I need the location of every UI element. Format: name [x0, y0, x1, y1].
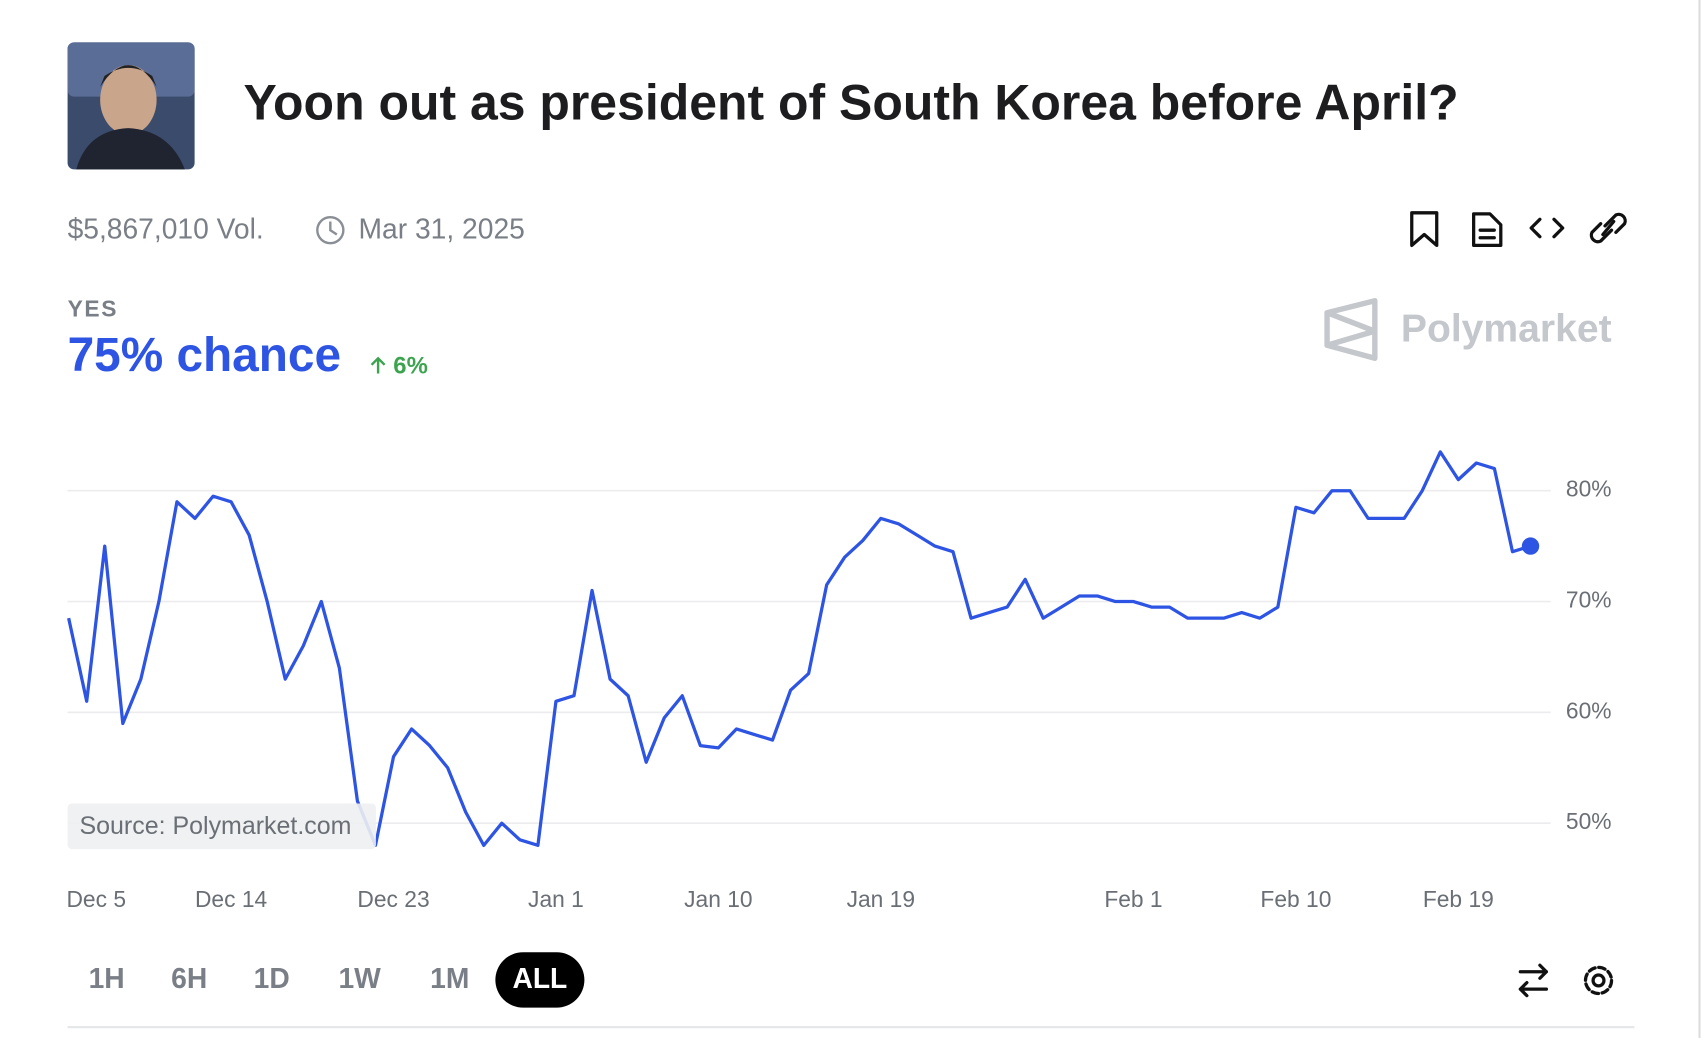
up-arrow	[370, 356, 386, 374]
x-tick-label: Jan 10	[684, 886, 752, 912]
market-image	[67, 42, 195, 170]
range-tab[interactable]: 1M	[430, 962, 469, 994]
y-tick-label: 80%	[1566, 476, 1612, 502]
price-line	[67, 450, 1532, 847]
x-tick-label: Dec 5	[66, 886, 126, 912]
clock-icon	[316, 215, 345, 245]
source: Source: Polymarket.com	[80, 812, 352, 840]
brand-logo	[1324, 298, 1378, 362]
change: 6%	[393, 352, 428, 379]
x-tick-label: Dec 23	[357, 886, 429, 912]
y-tick-label: 70%	[1566, 587, 1612, 613]
swap-button[interactable]	[1518, 963, 1549, 998]
range-tab[interactable]: 6H	[171, 962, 207, 994]
brand: Polymarket	[1401, 307, 1612, 350]
range-tab[interactable]: ALL	[512, 962, 567, 994]
chance: 75% chance	[68, 329, 342, 382]
x-tick-label: Jan 1	[528, 886, 584, 912]
document-button[interactable]	[1472, 212, 1503, 248]
source-badge	[67, 803, 376, 850]
range-selected	[495, 952, 585, 1008]
volume: $5,867,010 Vol.	[68, 213, 264, 245]
y-tick-label: 60%	[1566, 697, 1612, 723]
x-tick-label: Feb 10	[1260, 886, 1331, 912]
link-button[interactable]	[1589, 212, 1627, 244]
bookmark-button[interactable]	[1410, 211, 1439, 248]
plot: 50% 60% 70% 80% Dec 5 Dec 14 Dec 23 Jan 1 Jan 10…	[66, 450, 1612, 912]
settings-button[interactable]	[1583, 965, 1614, 996]
x-tick-label: Feb 19	[1423, 886, 1494, 912]
x-tick-label: Dec 14	[195, 886, 268, 912]
outcome-label: YES	[68, 296, 119, 322]
range-tab[interactable]: 1H	[89, 962, 125, 994]
x-tick-label: Jan 19	[847, 886, 915, 912]
range-tab[interactable]: 1W	[338, 962, 381, 994]
range-tab[interactable]: 1D	[254, 962, 290, 994]
current-point	[1521, 537, 1540, 555]
x-tick-label: Feb 1	[1104, 886, 1162, 912]
market-title: Yoon out as president of South Korea bef…	[243, 75, 1458, 131]
y-tick-label: 50%	[1566, 808, 1612, 834]
range-tabs: 1H 6H 1D 1W 1M ALL	[89, 952, 585, 1008]
end-date: Mar 31, 2025	[359, 213, 525, 245]
embed-button[interactable]	[1529, 217, 1565, 239]
